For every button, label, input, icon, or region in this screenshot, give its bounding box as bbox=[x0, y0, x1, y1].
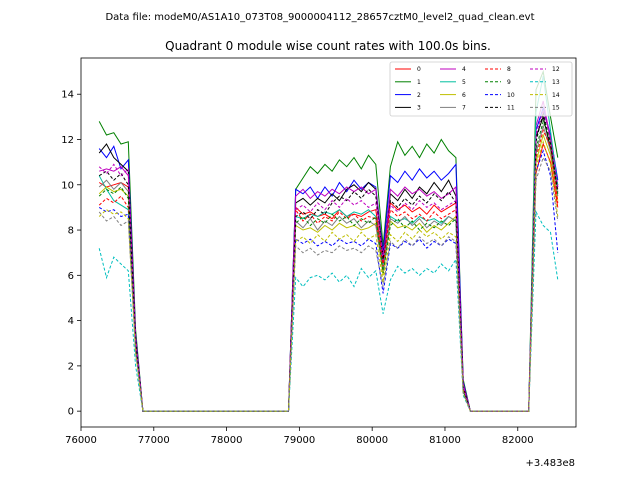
y-tick-label: 14 bbox=[61, 90, 74, 101]
legend-label: 4 bbox=[462, 66, 466, 73]
figure-suptitle: Data file: modeM0/AS1A10_073T08_90000041… bbox=[105, 12, 534, 23]
x-tick-label: 77000 bbox=[138, 435, 170, 446]
legend-label: 1 bbox=[417, 79, 421, 86]
legend-label: 3 bbox=[417, 105, 421, 112]
x-tick-label: 76000 bbox=[65, 435, 97, 446]
y-tick-label: 0 bbox=[68, 407, 74, 418]
legend-label: 10 bbox=[507, 92, 515, 99]
legend-label: 7 bbox=[462, 105, 466, 112]
x-tick-label: 81000 bbox=[429, 435, 461, 446]
legend-label: 0 bbox=[417, 66, 421, 73]
chart-title: Quadrant 0 module wise count rates with … bbox=[165, 39, 491, 53]
legend-box bbox=[389, 61, 573, 117]
y-tick-label: 6 bbox=[68, 271, 74, 282]
x-tick-label: 78000 bbox=[211, 435, 243, 446]
legend-label: 2 bbox=[417, 92, 421, 99]
x-axis-offset-label: +3.483e8 bbox=[525, 458, 575, 469]
y-tick-label: 2 bbox=[68, 361, 74, 372]
x-axis: 76000 77000 78000 79000 80000 81000 82000 bbox=[65, 427, 534, 446]
y-tick-label: 12 bbox=[61, 135, 74, 146]
series-line-15 bbox=[98, 156, 559, 412]
legend-label: 14 bbox=[552, 92, 560, 99]
legend-label: 8 bbox=[507, 66, 511, 73]
x-tick-label: 82000 bbox=[502, 435, 534, 446]
y-tick-label: 8 bbox=[68, 226, 74, 237]
legend-label: 6 bbox=[462, 92, 466, 99]
x-tick-label: 80000 bbox=[356, 435, 388, 446]
y-tick-label: 4 bbox=[68, 316, 74, 327]
plot-area-frame bbox=[80, 57, 577, 428]
legend-label: 13 bbox=[552, 79, 560, 86]
x-tick-label: 79000 bbox=[283, 435, 315, 446]
y-axis: 0 2 4 6 8 10 12 14 bbox=[61, 90, 81, 418]
legend-label: 15 bbox=[552, 105, 560, 112]
series-layer bbox=[98, 69, 559, 412]
legend-label: 11 bbox=[507, 105, 515, 112]
legend-label: 5 bbox=[462, 79, 466, 86]
legend-label: 12 bbox=[552, 66, 560, 73]
legend-label: 9 bbox=[507, 79, 511, 86]
y-tick-label: 10 bbox=[61, 180, 74, 191]
